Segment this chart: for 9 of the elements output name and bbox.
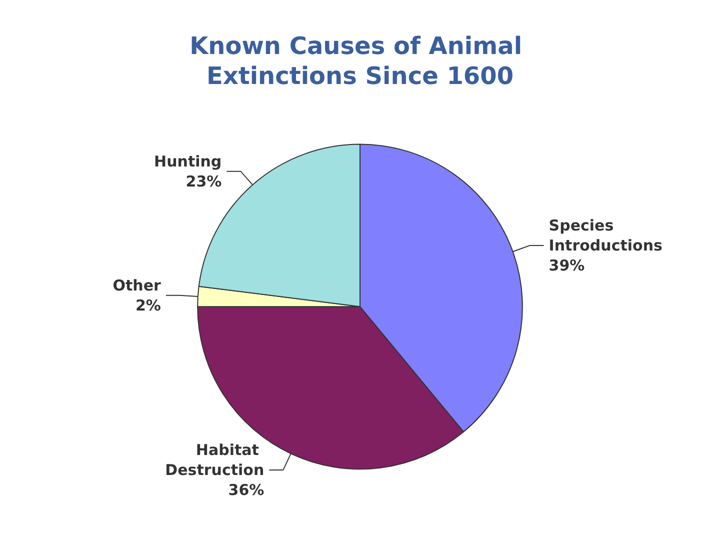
chart-title: Known Causes of Animal Extinctions Since 1600 [190,32,530,90]
data-label: 23% [186,172,222,190]
slice-label: Other [112,276,162,294]
slice-label: Species Introductions [548,216,663,255]
slice-label: Hunting [154,152,222,170]
data-label: 36% [228,480,264,499]
data-label: 2% [135,296,161,314]
data-label: 39% [548,256,585,275]
slice-label: Habitat Destruction [165,440,264,479]
